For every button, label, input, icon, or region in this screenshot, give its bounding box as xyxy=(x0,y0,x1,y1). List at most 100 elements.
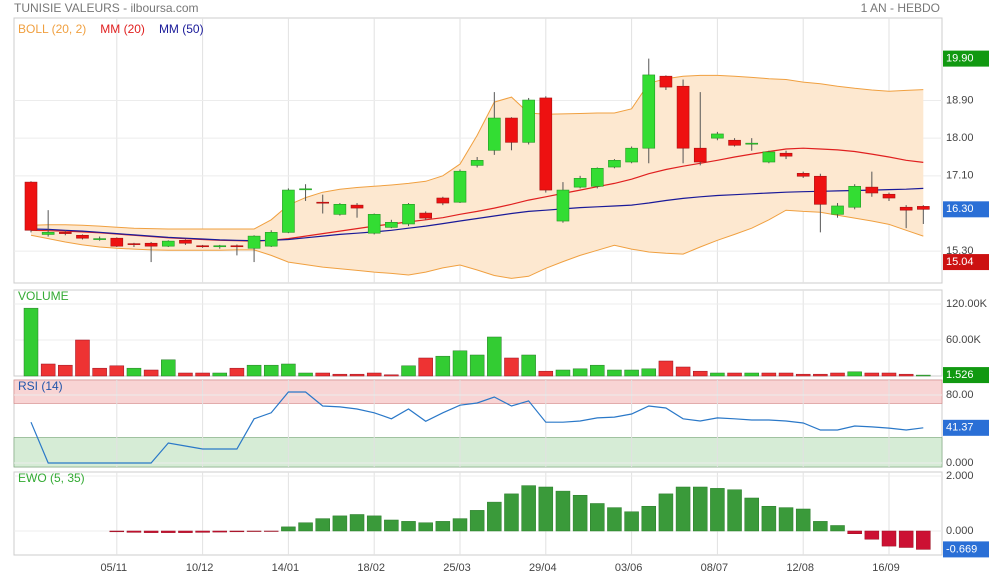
bar xyxy=(744,497,759,532)
bar xyxy=(795,508,811,532)
bar xyxy=(555,369,571,377)
candle-body xyxy=(642,74,656,149)
bar xyxy=(675,486,691,532)
bar xyxy=(452,350,468,377)
candle-body xyxy=(917,206,930,210)
candle-body xyxy=(367,214,381,234)
bar xyxy=(212,530,228,533)
candle-body xyxy=(419,212,432,219)
value-flag xyxy=(943,201,989,218)
x-tick-label: 03/06 xyxy=(615,562,643,574)
bar xyxy=(263,364,279,377)
bar xyxy=(847,530,862,534)
bar xyxy=(504,493,519,532)
candle-body xyxy=(522,99,535,143)
bar xyxy=(572,494,588,532)
bar xyxy=(418,357,433,377)
candle-body xyxy=(213,245,227,248)
panel-title: VOLUME xyxy=(18,289,69,303)
moving-average xyxy=(30,187,924,242)
bar xyxy=(178,530,193,533)
bar xyxy=(624,369,639,377)
bar xyxy=(538,486,554,532)
bar xyxy=(847,371,862,377)
candle-body xyxy=(453,170,467,203)
bar xyxy=(263,530,279,532)
bar xyxy=(590,364,605,377)
candle-body xyxy=(693,147,707,163)
bar xyxy=(590,503,605,532)
candle-body xyxy=(76,234,89,239)
bar xyxy=(75,339,90,377)
x-tick-label: 18/02 xyxy=(357,562,385,574)
bar xyxy=(469,510,485,532)
y-tick-label: 17.10 xyxy=(946,170,974,182)
bar xyxy=(744,372,759,377)
bar xyxy=(898,530,914,548)
bar xyxy=(641,368,657,377)
candle-body xyxy=(144,242,158,247)
indicator-line xyxy=(30,391,924,464)
x-tick-label: 16/09 xyxy=(872,562,900,574)
value-flag-label: 15.04 xyxy=(946,256,974,268)
bar xyxy=(710,372,725,377)
candle-body xyxy=(711,133,724,139)
candle-body xyxy=(282,189,295,233)
bar xyxy=(246,364,262,377)
bar xyxy=(761,372,777,377)
candle-body xyxy=(848,185,861,208)
y-tick-label: 80.00 xyxy=(946,389,974,401)
candle-body xyxy=(573,178,587,188)
y-tick-label: 0.000 xyxy=(946,525,974,537)
x-tick-label: 14/01 xyxy=(272,562,300,574)
panel-title: RSI (14) xyxy=(18,379,63,393)
bar xyxy=(898,373,914,377)
candle-body xyxy=(505,117,518,143)
bar xyxy=(727,372,742,377)
y-tick-label: 18.00 xyxy=(946,132,974,144)
candle-body xyxy=(247,235,261,249)
bar xyxy=(384,519,399,532)
bar xyxy=(332,515,348,532)
page-title: TUNISIE VALEURS - ilboursa.com xyxy=(14,1,199,15)
bar xyxy=(401,365,416,377)
bar xyxy=(58,364,73,377)
bar xyxy=(675,366,691,377)
bar xyxy=(281,526,296,532)
oversold-zone xyxy=(13,437,943,468)
bar xyxy=(315,372,330,377)
candle-body xyxy=(24,181,38,231)
bar xyxy=(813,373,828,377)
bar xyxy=(658,360,674,377)
bar xyxy=(555,490,571,532)
bar xyxy=(572,368,588,377)
bar xyxy=(521,485,536,532)
bar xyxy=(126,530,142,533)
candle-body xyxy=(230,245,244,248)
y-tick-label: 0.000 xyxy=(946,457,974,469)
bar xyxy=(246,530,262,532)
bar xyxy=(624,511,639,532)
candle-body xyxy=(796,173,810,177)
y-tick-label: 18.90 xyxy=(946,94,974,106)
value-flag xyxy=(943,50,989,67)
value-flag-label: 19.90 xyxy=(946,53,974,65)
candle-body xyxy=(316,201,330,204)
bar xyxy=(126,367,142,377)
panel-title: EWO (5, 35) xyxy=(18,471,85,485)
value-flag xyxy=(943,541,989,558)
bar xyxy=(727,489,742,532)
candle-body xyxy=(831,205,844,215)
bar xyxy=(298,372,313,377)
bar xyxy=(864,530,880,540)
candle-body xyxy=(470,160,484,166)
bar xyxy=(916,530,931,550)
bar xyxy=(143,530,159,533)
bar xyxy=(881,372,897,377)
bar xyxy=(281,363,296,377)
bar xyxy=(401,521,416,532)
bar xyxy=(692,370,708,377)
candle-body xyxy=(333,203,347,215)
boll-lower xyxy=(30,209,924,279)
